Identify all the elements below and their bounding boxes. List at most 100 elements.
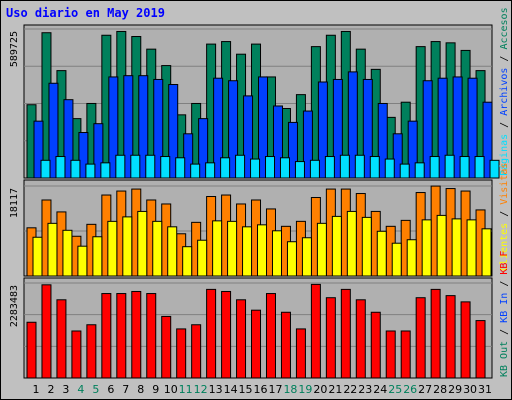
- x-tick-label: 16: [254, 383, 268, 396]
- bar-clientes-8: [137, 210, 148, 277]
- bar-clientes-16: [257, 224, 268, 277]
- bar-kb-f-2: [41, 284, 52, 379]
- bar-archivos-23: [362, 78, 373, 179]
- bar-kb-f-27: [415, 297, 426, 379]
- bar-p-ginas-19: [309, 159, 320, 179]
- bar-p-ginas-18: [294, 161, 305, 179]
- bar-kb-f-26: [400, 330, 411, 379]
- legend-separator: /: [499, 205, 510, 223]
- x-tick-label: 24: [373, 383, 387, 396]
- bar-clientes-14: [227, 220, 238, 277]
- x-tick-label: 19: [298, 383, 312, 396]
- x-tick-label: 6: [107, 383, 114, 396]
- bar-clientes-26: [406, 239, 417, 277]
- bar-clientes-20: [316, 222, 327, 277]
- legend-separator: /: [499, 50, 510, 68]
- bar-archivos-19: [302, 110, 313, 179]
- bar-clientes-23: [361, 216, 372, 277]
- legend-separator: /: [499, 323, 510, 341]
- bar-kb-f-28: [430, 288, 441, 379]
- bar-p-ginas-28: [444, 154, 455, 179]
- bar-p-ginas-22: [354, 154, 365, 179]
- bar-archivos-7: [123, 75, 134, 179]
- x-tick-label: 8: [137, 383, 144, 396]
- bar-archivos-16: [258, 76, 269, 179]
- bar-clientes-27: [421, 219, 432, 277]
- bar-clientes-28: [436, 214, 447, 277]
- bar-p-ginas-15: [250, 158, 261, 179]
- legend-clientes: Clientes: [499, 223, 510, 271]
- legend-kbout: KB Out: [499, 341, 510, 377]
- bar-archivos-24: [377, 102, 388, 179]
- bar-p-ginas-30: [474, 156, 485, 179]
- bar-p-ginas-8: [145, 154, 156, 179]
- bar-clientes-9: [152, 220, 163, 277]
- bar-p-ginas-10: [175, 157, 186, 179]
- x-tick-labels: 1 2 3 4 5 6 7 8 9 10 11 12 13 14 15 16 17 18 19 20 21 22 23 24 2…: [33, 383, 493, 396]
- bar-archivos-14: [228, 80, 239, 179]
- bar-kb-f-7: [116, 293, 127, 379]
- legend-middle: Clientes / Visitas: [499, 163, 510, 271]
- bar-archivos-13: [213, 77, 224, 179]
- bar-archivos-11: [183, 133, 194, 179]
- bar-p-ginas-17: [279, 157, 290, 179]
- bar-kb-f-18: [280, 311, 291, 379]
- x-tick-label: 23: [358, 383, 372, 396]
- x-tick-label: 14: [224, 383, 238, 396]
- y-max-label-visits-sites: 18117: [9, 188, 20, 218]
- x-tick-label: 20: [313, 383, 327, 396]
- x-tick-label: 7: [122, 383, 129, 396]
- bar-kb-f-30: [460, 301, 471, 379]
- bar-p-ginas-12: [205, 162, 216, 179]
- bar-archivos-21: [332, 78, 343, 179]
- x-tick-label: 12: [194, 383, 208, 396]
- bar-clientes-29: [451, 218, 462, 277]
- x-tick-label: 18: [283, 383, 297, 396]
- bar-kb-f-24: [370, 311, 381, 379]
- bar-kb-f-20: [310, 283, 321, 379]
- bar-clientes-11: [182, 246, 193, 277]
- bar-kb-f-25: [385, 330, 396, 379]
- bar-clientes-5: [92, 236, 103, 277]
- bar-clientes-10: [167, 226, 178, 277]
- bar-p-ginas-31: [489, 159, 500, 179]
- x-tick-label: 13: [209, 383, 223, 396]
- legend-visitas: Visitas: [499, 163, 510, 205]
- bar-clientes-25: [391, 242, 402, 277]
- bar-p-ginas-3: [70, 159, 81, 179]
- bar-kb-f-11: [176, 328, 187, 379]
- bar-kb-f-12: [191, 324, 202, 379]
- bar-p-ginas-29: [459, 156, 470, 179]
- bar-clientes-18: [286, 241, 297, 277]
- legend-separator: /: [499, 116, 510, 134]
- x-tick-label: 4: [77, 383, 84, 396]
- bar-clientes-2: [47, 222, 58, 277]
- bar-clientes-21: [331, 215, 342, 277]
- bar-p-ginas-25: [399, 163, 410, 179]
- bar-kb-f-13: [206, 288, 217, 379]
- bar-p-ginas-21: [339, 154, 350, 179]
- y-max-label-kbytes: 2283483: [9, 285, 20, 327]
- bar-kb-f-17: [265, 293, 276, 379]
- bar-p-ginas-6: [115, 154, 126, 179]
- bar-archivos-17: [272, 105, 283, 179]
- bar-p-ginas-5: [100, 162, 111, 179]
- bar-archivos-27: [422, 80, 433, 179]
- x-tick-label: 30: [463, 383, 477, 396]
- bar-archivos-22: [347, 71, 358, 179]
- bar-archivos-9: [153, 78, 164, 179]
- bar-archivos-25: [392, 133, 403, 179]
- bar-archivos-2: [48, 82, 59, 179]
- bar-archivos-10: [168, 84, 179, 179]
- bar-p-ginas-11: [190, 163, 201, 179]
- bar-p-ginas-26: [414, 162, 425, 179]
- legend-bottom: KB Out / KB In / KB F: [499, 251, 510, 377]
- x-tick-label: 28: [433, 383, 447, 396]
- chart-bars: [26, 30, 500, 379]
- bar-clientes-19: [301, 237, 312, 277]
- bar-kb-f-3: [56, 299, 67, 379]
- x-tick-label: 1: [33, 383, 40, 396]
- bar-archivos-4: [78, 132, 89, 179]
- bar-archivos-26: [407, 120, 418, 179]
- bar-kb-f-16: [251, 309, 262, 379]
